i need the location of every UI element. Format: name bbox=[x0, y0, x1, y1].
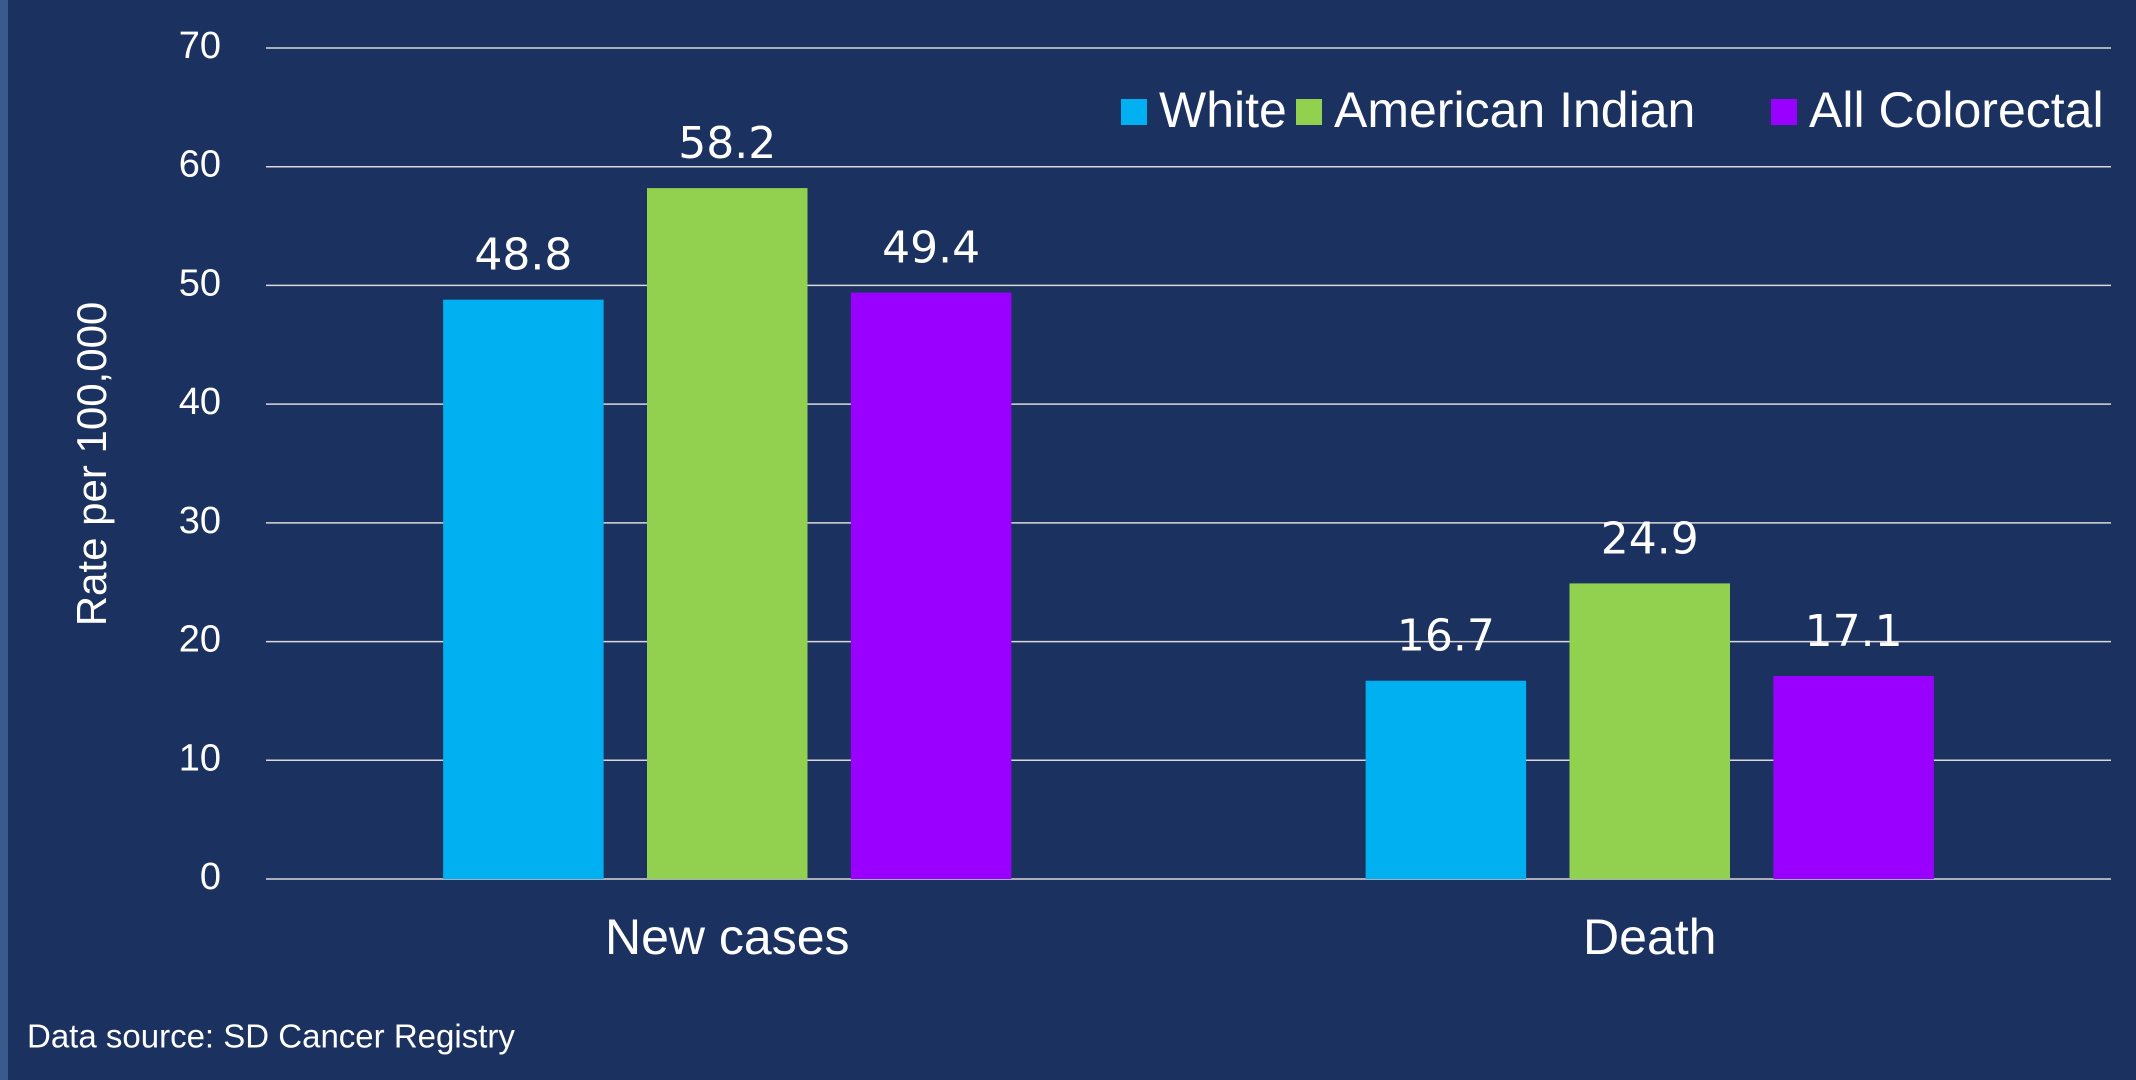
legend-swatch bbox=[1121, 99, 1147, 125]
y-axis-label: Rate per 100,000 bbox=[68, 302, 115, 627]
source-note: Data source: SD Cancer Registry bbox=[27, 1018, 515, 1055]
legend-swatch bbox=[1296, 99, 1322, 125]
data-label: 16.7 bbox=[1397, 611, 1495, 662]
data-label: 17.1 bbox=[1805, 606, 1903, 657]
data-label: 24.9 bbox=[1601, 513, 1699, 564]
y-tick-label: 10 bbox=[179, 737, 221, 779]
legend-label: All Colorectal bbox=[1809, 82, 2104, 138]
legend-label: American Indian bbox=[1334, 82, 1695, 138]
legend-swatch bbox=[1771, 99, 1797, 125]
data-label: 58.2 bbox=[678, 118, 776, 169]
left-border bbox=[0, 0, 8, 1080]
bar bbox=[443, 299, 604, 879]
bar bbox=[1569, 583, 1731, 879]
x-tick-label: Death bbox=[1583, 909, 1716, 965]
y-tick-label: 40 bbox=[179, 381, 221, 423]
data-label: 48.8 bbox=[474, 230, 572, 281]
bar bbox=[1365, 680, 1527, 879]
y-tick-label: 20 bbox=[179, 619, 221, 661]
bar bbox=[1773, 675, 1934, 879]
data-label: 49.4 bbox=[882, 223, 980, 274]
legend-label: White bbox=[1159, 82, 1287, 138]
x-tick-label: New cases bbox=[605, 909, 850, 965]
bar bbox=[646, 188, 808, 879]
y-tick-label: 50 bbox=[179, 262, 221, 304]
bar bbox=[850, 292, 1012, 880]
y-tick-label: 0 bbox=[200, 856, 221, 898]
y-tick-label: 30 bbox=[179, 500, 221, 542]
y-tick-label: 70 bbox=[179, 25, 221, 67]
y-tick-label: 60 bbox=[179, 144, 221, 186]
